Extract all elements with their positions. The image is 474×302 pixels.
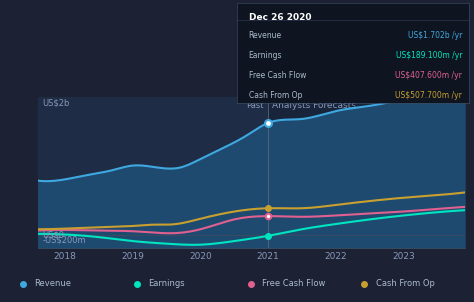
Text: US$0: US$0 [42,230,64,239]
Text: Free Cash Flow: Free Cash Flow [262,279,326,288]
Bar [38,97,268,248]
Text: Free Cash Flow: Free Cash Flow [248,71,306,80]
Text: -US$200m: -US$200m [42,236,86,245]
Text: Cash From Op: Cash From Op [248,91,302,100]
Text: US$407.600m /yr: US$407.600m /yr [395,71,462,80]
Text: Revenue: Revenue [35,279,72,288]
Bar [268,97,465,248]
Text: Earnings: Earnings [248,51,282,60]
Text: Earnings: Earnings [148,279,185,288]
Text: US$2b: US$2b [42,99,70,108]
Text: Past: Past [246,101,264,110]
Text: Cash From Op: Cash From Op [376,279,435,288]
Text: US$189.100m /yr: US$189.100m /yr [396,51,462,60]
Text: Analysts Forecasts: Analysts Forecasts [273,101,356,110]
Text: US$507.700m /yr: US$507.700m /yr [395,91,462,100]
Text: Revenue: Revenue [248,31,282,40]
Text: US$1.702b /yr: US$1.702b /yr [408,31,462,40]
Text: Dec 26 2020: Dec 26 2020 [248,13,311,22]
